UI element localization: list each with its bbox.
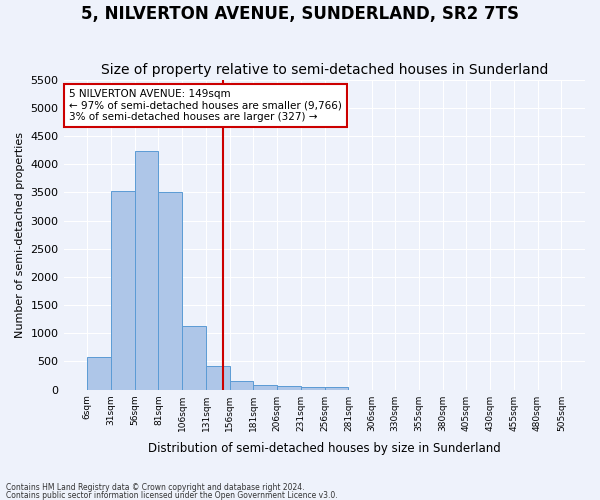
Bar bbox=[253, 385, 277, 390]
X-axis label: Distribution of semi-detached houses by size in Sunderland: Distribution of semi-detached houses by … bbox=[148, 442, 500, 455]
Text: Contains public sector information licensed under the Open Government Licence v3: Contains public sector information licen… bbox=[6, 490, 338, 500]
Text: 5, NILVERTON AVENUE, SUNDERLAND, SR2 7TS: 5, NILVERTON AVENUE, SUNDERLAND, SR2 7TS bbox=[81, 5, 519, 23]
Y-axis label: Number of semi-detached properties: Number of semi-detached properties bbox=[15, 132, 25, 338]
Text: Contains HM Land Registry data © Crown copyright and database right 2024.: Contains HM Land Registry data © Crown c… bbox=[6, 483, 305, 492]
Bar bbox=[111, 191, 135, 390]
Title: Size of property relative to semi-detached houses in Sunderland: Size of property relative to semi-detach… bbox=[101, 63, 548, 77]
Bar bbox=[135, 151, 158, 390]
Bar bbox=[158, 192, 182, 390]
Bar bbox=[301, 386, 325, 390]
Bar bbox=[87, 357, 111, 390]
Text: 5 NILVERTON AVENUE: 149sqm
← 97% of semi-detached houses are smaller (9,766)
3% : 5 NILVERTON AVENUE: 149sqm ← 97% of semi… bbox=[69, 89, 341, 122]
Bar bbox=[277, 386, 301, 390]
Bar bbox=[182, 326, 206, 390]
Bar bbox=[230, 381, 253, 390]
Bar bbox=[206, 366, 230, 390]
Bar bbox=[325, 386, 349, 390]
